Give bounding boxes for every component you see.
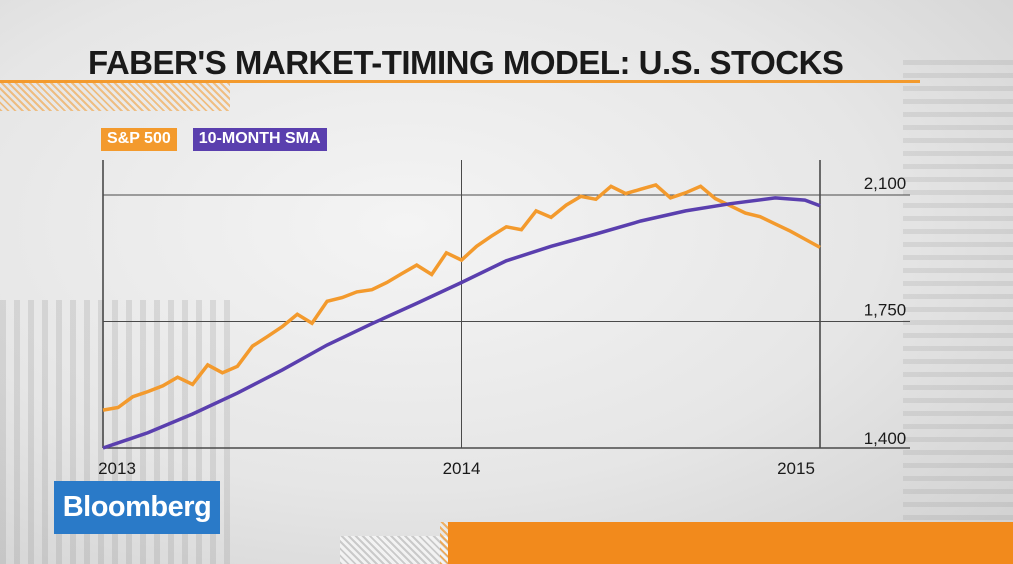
x-tick-label: 2014 bbox=[443, 459, 481, 478]
background-texture-right bbox=[903, 60, 1013, 540]
bloomberg-logo: Bloomberg bbox=[54, 481, 220, 534]
grid-layer bbox=[103, 194, 910, 449]
legend-item-sp500: S&P 500 bbox=[101, 128, 177, 151]
y-tick-label: 2,100 bbox=[864, 174, 907, 193]
series-line-sp500 bbox=[102, 182, 821, 412]
series-layer bbox=[102, 182, 821, 450]
bottom-accent-bar bbox=[448, 522, 1013, 564]
title-hatch-decoration bbox=[0, 83, 230, 111]
axis-layer bbox=[102, 160, 821, 448]
legend-label-sp500: S&P 500 bbox=[107, 130, 171, 147]
chart-title: FABER'S MARKET-TIMING MODEL: U.S. STOCKS bbox=[88, 44, 844, 81]
bottom-hatch-decoration bbox=[340, 536, 450, 564]
y-tick-label: 1,400 bbox=[864, 429, 907, 448]
x-tick-label: 2015 bbox=[777, 459, 815, 478]
legend-item-sma: 10-MONTH SMA bbox=[192, 128, 327, 151]
title-underline bbox=[0, 80, 920, 83]
x-tick-label: 2013 bbox=[98, 459, 136, 478]
brand-name: Bloomberg bbox=[62, 491, 212, 523]
legend-label-sma: 10-MONTH SMA bbox=[198, 130, 321, 147]
tick-label-layer: 1,400 1,750 2,100 2013 2014 2015 bbox=[98, 174, 906, 478]
y-tick-label: 1,750 bbox=[864, 301, 907, 320]
chart-legend: S&P 500 10-MONTH SMA bbox=[101, 128, 327, 151]
series-line-sma bbox=[102, 196, 821, 450]
